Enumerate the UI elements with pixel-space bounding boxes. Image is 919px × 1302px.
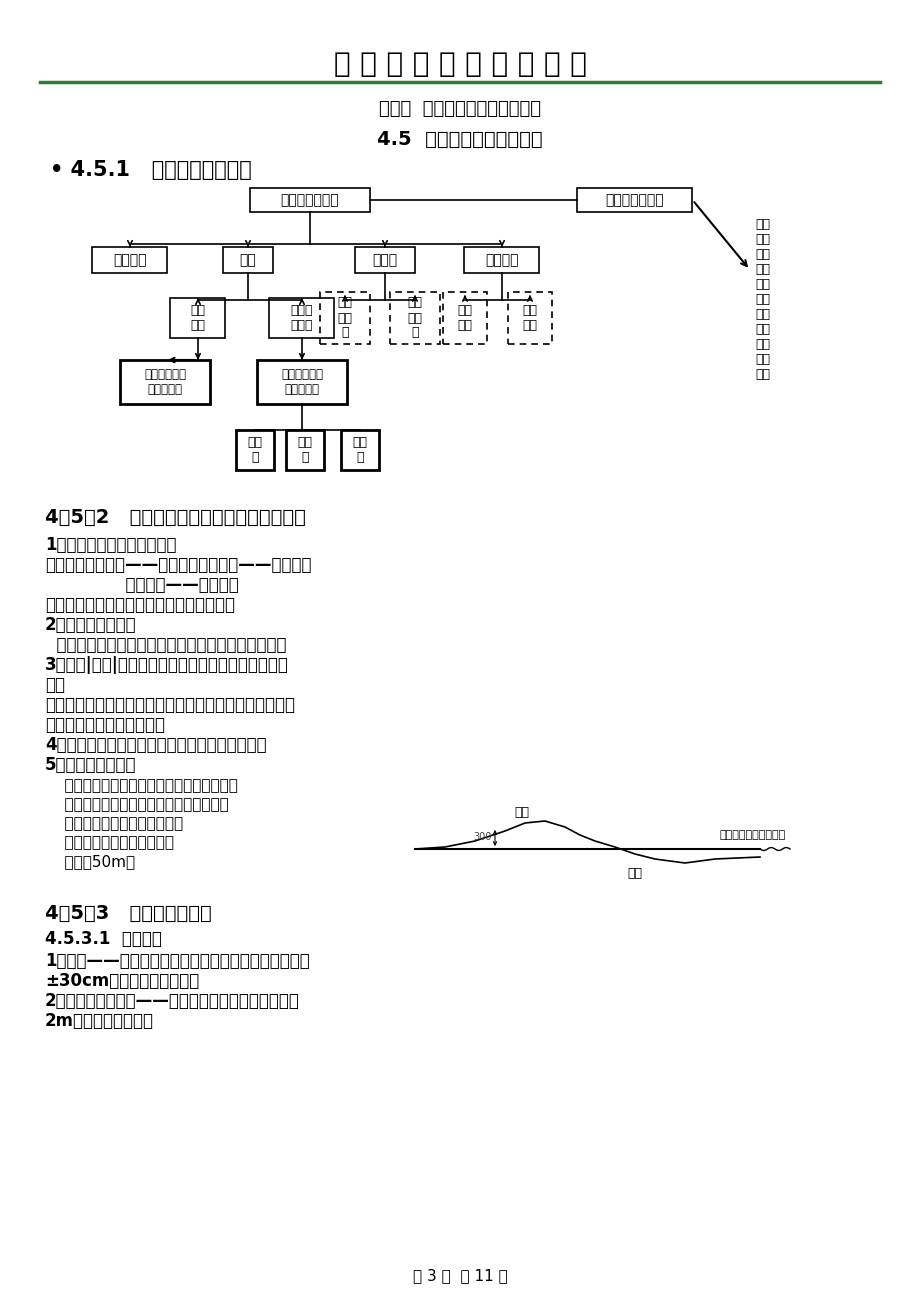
Bar	[119, 359, 210, 404]
Text: 亏土
内运: 亏土 内运	[522, 303, 537, 332]
Bar	[93, 247, 167, 273]
Text: 基础
回填
土: 基础 回填 土	[337, 297, 352, 340]
Bar	[577, 187, 692, 212]
Text: 4．5．3   工程量计算规则: 4．5．3 工程量计算规则	[45, 904, 211, 923]
Text: 山坡
切土: 山坡 切土	[190, 303, 205, 332]
Text: 5、其他有关资料。: 5、其他有关资料。	[45, 756, 136, 773]
Text: 距；: 距；	[45, 676, 65, 694]
Bar	[464, 247, 539, 273]
Text: 4.5.3.1  平整场地: 4.5.3.1 平整场地	[45, 930, 162, 948]
Text: 2、工程量计算方法——按建筑物外墙外边线每边各加: 2、工程量计算方法——按建筑物外墙外边线每边各加	[45, 992, 300, 1010]
Text: 挖土: 挖土	[514, 806, 529, 819]
Text: 回填土: 回填土	[372, 253, 397, 267]
Text: 2、地下水位标高；: 2、地下水位标高；	[45, 616, 137, 634]
Text: 土壤类别：普通土——一、二类土；坚土——三类土；: 土壤类别：普通土——一、二类土；坚土——三类土；	[45, 556, 312, 574]
Bar	[507, 292, 551, 344]
Text: 机械土石方工程: 机械土石方工程	[605, 193, 664, 207]
Bar	[341, 430, 379, 470]
Text: 300: 300	[473, 832, 492, 842]
Text: 当无施工组织设计时，一般默认的条件是：: 当无施工组织设计时，一般默认的条件是：	[45, 779, 238, 793]
Text: 砂砾坚土——四类土。: 砂砾坚土——四类土。	[45, 575, 239, 594]
Bar	[355, 247, 414, 273]
Bar	[390, 292, 439, 344]
Text: 1、土壤及岩石类别的确定：: 1、土壤及岩石类别的确定：	[45, 536, 176, 553]
Text: 挖土深度以设计室外地坪标高为计算起点，施工方法是指: 挖土深度以设计室外地坪标高为计算起点，施工方法是指	[45, 697, 295, 713]
Text: 挖土
方: 挖土 方	[352, 436, 367, 464]
Text: 室外设计地面
以上的挖土: 室外设计地面 以上的挖土	[144, 368, 186, 396]
Text: ±30cm挖、填土方及找平。: ±30cm挖、填土方及找平。	[45, 973, 199, 990]
Text: 挖土分
项工程: 挖土分 项工程	[290, 303, 312, 332]
Text: 人工土石方工程: 人工土石方工程	[280, 193, 339, 207]
Bar	[222, 247, 273, 273]
Text: 第 3 页  共 11 页: 第 3 页 共 11 页	[413, 1268, 506, 1282]
Bar	[443, 292, 486, 344]
Text: 第四章  土建单位工程施工图预算: 第四章 土建单位工程施工图预算	[379, 100, 540, 118]
Text: 室外设计地面
以下的挖土: 室外设计地面 以下的挖土	[280, 368, 323, 396]
Text: 房心
回填
土: 房心 回填 土	[407, 297, 422, 340]
Text: 武 汉 职 业 技 术 学 院 教 案: 武 汉 职 业 技 术 学 院 教 案	[334, 49, 585, 78]
Text: 4.5  土石方工程量计算规则: 4.5 土石方工程量计算规则	[377, 130, 542, 148]
Text: 挖基
坑: 挖基 坑	[297, 436, 312, 464]
Text: 土壤类别：坚土（三类土），且为干土；: 土壤类别：坚土（三类土），且为干土；	[45, 797, 229, 812]
Text: 挖土: 挖土	[239, 253, 256, 267]
Text: 4．5．2   计算土石方工程前必须已知的条件: 4．5．2 计算土石方工程前必须已知的条件	[45, 508, 305, 527]
Text: 地下水位以下的土壤称为湿土；以上的土壤称为干土: 地下水位以下的土壤称为湿土；以上的土壤称为干土	[45, 635, 286, 654]
Text: 2m，以平方米计算。: 2m，以平方米计算。	[45, 1012, 153, 1030]
Text: 3、土方|沟槽|基坑挖（填）起止标高、施工方法及运: 3、土方|沟槽|基坑挖（填）起止标高、施工方法及运	[45, 656, 289, 674]
Text: 运输工具：单（双）轮车；: 运输工具：单（双）轮车；	[45, 835, 174, 850]
Bar	[250, 187, 369, 212]
Text: 1、定义——是指建筑场地以内，以设计室外地坪为准，: 1、定义——是指建筑场地以内，以设计室外地坪为准，	[45, 952, 310, 970]
Text: 挖基
槽: 挖基 槽	[247, 436, 262, 464]
Text: 填土: 填土	[627, 867, 641, 880]
Bar	[170, 298, 225, 339]
Text: 推土
机推
土铲
运机
铲运
土挖
掘机
挖土
载重
汽车
运土: 推土 机推 土铲 运机 铲运 土挖 掘机 挖土 载重 汽车 运土	[754, 217, 769, 381]
Text: 土方运输: 土方运输	[484, 253, 518, 267]
Bar	[269, 298, 335, 339]
Text: 运距：50m。: 运距：50m。	[45, 854, 135, 868]
Text: 岩石类别：松石、次坚石、普坚石、特坚石: 岩石类别：松石、次坚石、普坚石、特坚石	[45, 596, 234, 615]
Bar	[320, 292, 369, 344]
Bar	[236, 430, 274, 470]
Bar	[256, 359, 346, 404]
Text: • 4.5.1   土石方工程的内容: • 4.5.1 土石方工程的内容	[50, 160, 252, 180]
Text: 平整后的室外设计地面: 平整后的室外设计地面	[720, 829, 786, 840]
Text: 人工挖土方或机械挖土方。: 人工挖土方或机械挖土方。	[45, 716, 165, 734]
Bar	[286, 430, 323, 470]
Text: 平整场地: 平整场地	[113, 253, 147, 267]
Text: 余土
外运: 余土 外运	[457, 303, 472, 332]
Text: 4、岩石开凿、爆破方法、石渣清运方法及运距；: 4、岩石开凿、爆破方法、石渣清运方法及运距；	[45, 736, 267, 754]
Text: 施工方法：人工挖（填）土；: 施工方法：人工挖（填）土；	[45, 816, 183, 831]
